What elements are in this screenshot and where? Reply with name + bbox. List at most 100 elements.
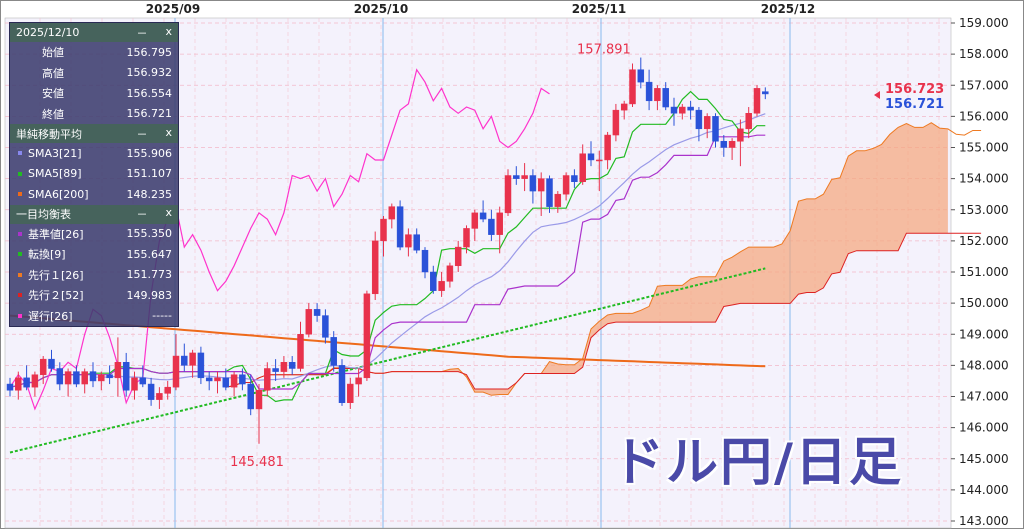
sma-section-header: 単純移動平均 － x [10, 124, 178, 143]
legend-row-tenkan: 転換[9] 155.647 [10, 244, 178, 265]
candle-body [471, 212, 479, 229]
candle-body [737, 128, 744, 142]
candle-body [189, 352, 196, 366]
legend-row-senkou1: 先行１[26] 151.773 [10, 265, 178, 286]
close-icon[interactable]: x [165, 206, 172, 219]
candle-body [15, 377, 22, 391]
candle-body [587, 153, 595, 161]
candle-body [147, 383, 155, 400]
candle-body [695, 109, 703, 130]
senkou2-swatch [18, 293, 22, 298]
candle-body [380, 218, 387, 242]
candle-body [347, 383, 354, 403]
candle-body [81, 371, 88, 385]
sma6-swatch [18, 192, 22, 197]
y-tick-label: 147.000 [959, 390, 1009, 404]
legend-row-low: 安値 156.554 [10, 83, 178, 104]
candle-body [745, 113, 752, 130]
y-tick-label: 153.000 [959, 203, 1009, 217]
y-tick-label: 158.000 [959, 47, 1009, 61]
candle-body [181, 355, 188, 366]
candle-body [6, 383, 14, 391]
low-label: 安値 [42, 87, 64, 101]
candle-body [463, 228, 470, 248]
candle-body [762, 91, 769, 95]
price-tag-ask: 156.723 [885, 82, 944, 97]
low-annotation: 145.481 [230, 455, 284, 470]
candle-body [114, 362, 122, 379]
minimize-icon[interactable]: － [136, 26, 148, 40]
legend-row-high: 高値 156.932 [10, 63, 178, 84]
candle-body [396, 206, 404, 248]
candle-body [712, 116, 719, 142]
minimize-icon[interactable]: － [136, 208, 148, 221]
candle-body [596, 159, 603, 162]
sma5-value: 151.107 [126, 167, 173, 181]
candle-body [637, 69, 645, 83]
candle-body [720, 141, 728, 148]
candle-body [479, 212, 487, 220]
open-label: 始値 [42, 46, 64, 60]
candle-body [272, 368, 279, 372]
candle-body [264, 368, 271, 391]
senkou2-value: 149.983 [126, 288, 173, 302]
close-label: 終値 [42, 107, 64, 121]
chikou-value: ----- [152, 309, 172, 323]
high-label: 高値 [42, 66, 64, 80]
y-tick-label: 156.000 [959, 109, 1009, 123]
candle-body [620, 103, 628, 111]
chart-labels: 143.000 144.000 145.000 146.000 147.000 148.0… [146, 2, 1009, 528]
candle-body [753, 88, 761, 114]
candle-body [39, 358, 47, 375]
ichimoku-section-header: 一目均衡表 － x [10, 204, 178, 224]
candle-body [388, 206, 396, 220]
candle-body [413, 234, 420, 251]
y-tick-label: 159.000 [959, 16, 1009, 30]
senkou1-label: 先行１[26] [28, 268, 84, 282]
legend-row-kijun: 基準値[26] 155.350 [10, 224, 178, 245]
candle-body [571, 175, 578, 182]
candle-body [579, 153, 586, 182]
close-icon[interactable]: x [165, 125, 172, 139]
open-value: 156.795 [126, 45, 173, 59]
candle-body [338, 365, 346, 403]
candle-body [73, 371, 80, 385]
candle-body [89, 371, 97, 382]
senkou1-value: 151.773 [126, 268, 173, 282]
legend-date-header: 2025/12/10 － x [10, 23, 178, 42]
sma5-swatch [18, 171, 22, 176]
sma3-line [92, 113, 766, 381]
candle-body [288, 362, 296, 369]
legend-row-open: 始値 156.795 [10, 42, 178, 63]
high-annotation: 157.891 [577, 43, 631, 58]
y-tick-label: 150.000 [959, 296, 1009, 310]
candle-body [330, 337, 337, 366]
candle-body [438, 281, 445, 291]
legend-row-senkou2: 先行２[52] 149.983 [10, 285, 178, 306]
candle-body [371, 240, 379, 295]
kijun-value: 155.350 [126, 227, 173, 241]
candle-body [604, 134, 611, 161]
close-value: 156.721 [126, 107, 173, 121]
candle-body [645, 81, 653, 102]
sma5-line [9, 267, 766, 454]
candle-body [537, 178, 545, 192]
cloud-area [225, 122, 948, 396]
candle-body [430, 271, 437, 291]
chikou-swatch [18, 313, 22, 318]
y-tick-label: 151.000 [959, 265, 1009, 279]
price-tag-bid: 156.721 [885, 97, 944, 112]
candle-body [23, 377, 30, 388]
candle-body [446, 265, 454, 282]
candle-body [197, 352, 205, 379]
minimize-icon[interactable]: － [136, 127, 148, 141]
candle-body [31, 374, 39, 388]
candle-body [172, 355, 180, 388]
senkou1-swatch [18, 272, 22, 277]
candle-body [670, 106, 678, 114]
close-icon[interactable]: x [165, 24, 172, 38]
candle-body [629, 69, 636, 105]
candle-body [239, 374, 246, 385]
sma3-value: 155.906 [126, 146, 173, 160]
candle-body [313, 309, 321, 316]
